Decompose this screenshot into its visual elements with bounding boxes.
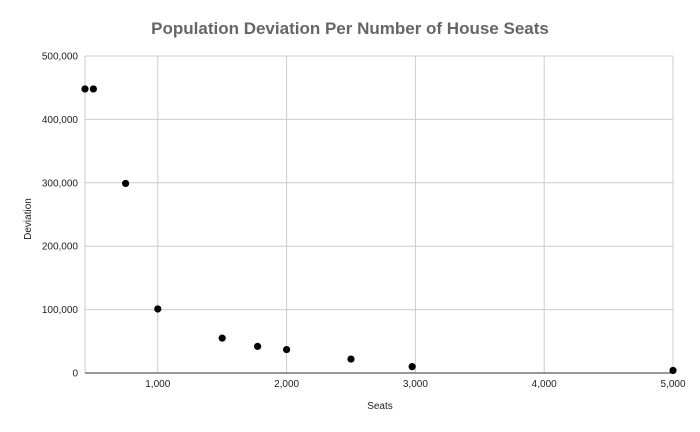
- y-tick-label: 0: [72, 369, 78, 380]
- data-point: [254, 342, 262, 350]
- chart-title: Population Deviation Per Number of House…: [151, 19, 549, 38]
- x-tick-label: 4,000: [532, 379, 557, 390]
- x-tick-label: 3,000: [403, 379, 428, 390]
- data-point: [218, 334, 226, 342]
- y-tick-label: 100,000: [42, 305, 79, 316]
- data-point: [81, 85, 89, 93]
- x-tick-label: 5,000: [660, 379, 685, 390]
- y-axis-title: Deviation: [23, 198, 34, 240]
- y-tick-label: 300,000: [42, 178, 79, 189]
- data-points: [81, 85, 677, 375]
- y-tick-label: 400,000: [42, 115, 79, 126]
- data-point: [282, 345, 291, 354]
- x-tick-label: 1,000: [145, 379, 170, 390]
- y-tick-label: 200,000: [42, 242, 79, 253]
- data-point: [669, 366, 677, 375]
- x-tick-label: 2,000: [274, 379, 299, 390]
- data-point: [408, 363, 416, 371]
- x-axis-title: Seats: [367, 401, 393, 412]
- gridlines: [84, 55, 674, 373]
- data-point: [347, 355, 355, 363]
- axes: 0 100,000 200,000 300,000 400,000 500,000 1,00…: [42, 52, 686, 391]
- y-tick-label: 500,000: [42, 52, 79, 63]
- data-point: [154, 305, 162, 313]
- data-point: [89, 85, 97, 93]
- data-point: [121, 179, 130, 188]
